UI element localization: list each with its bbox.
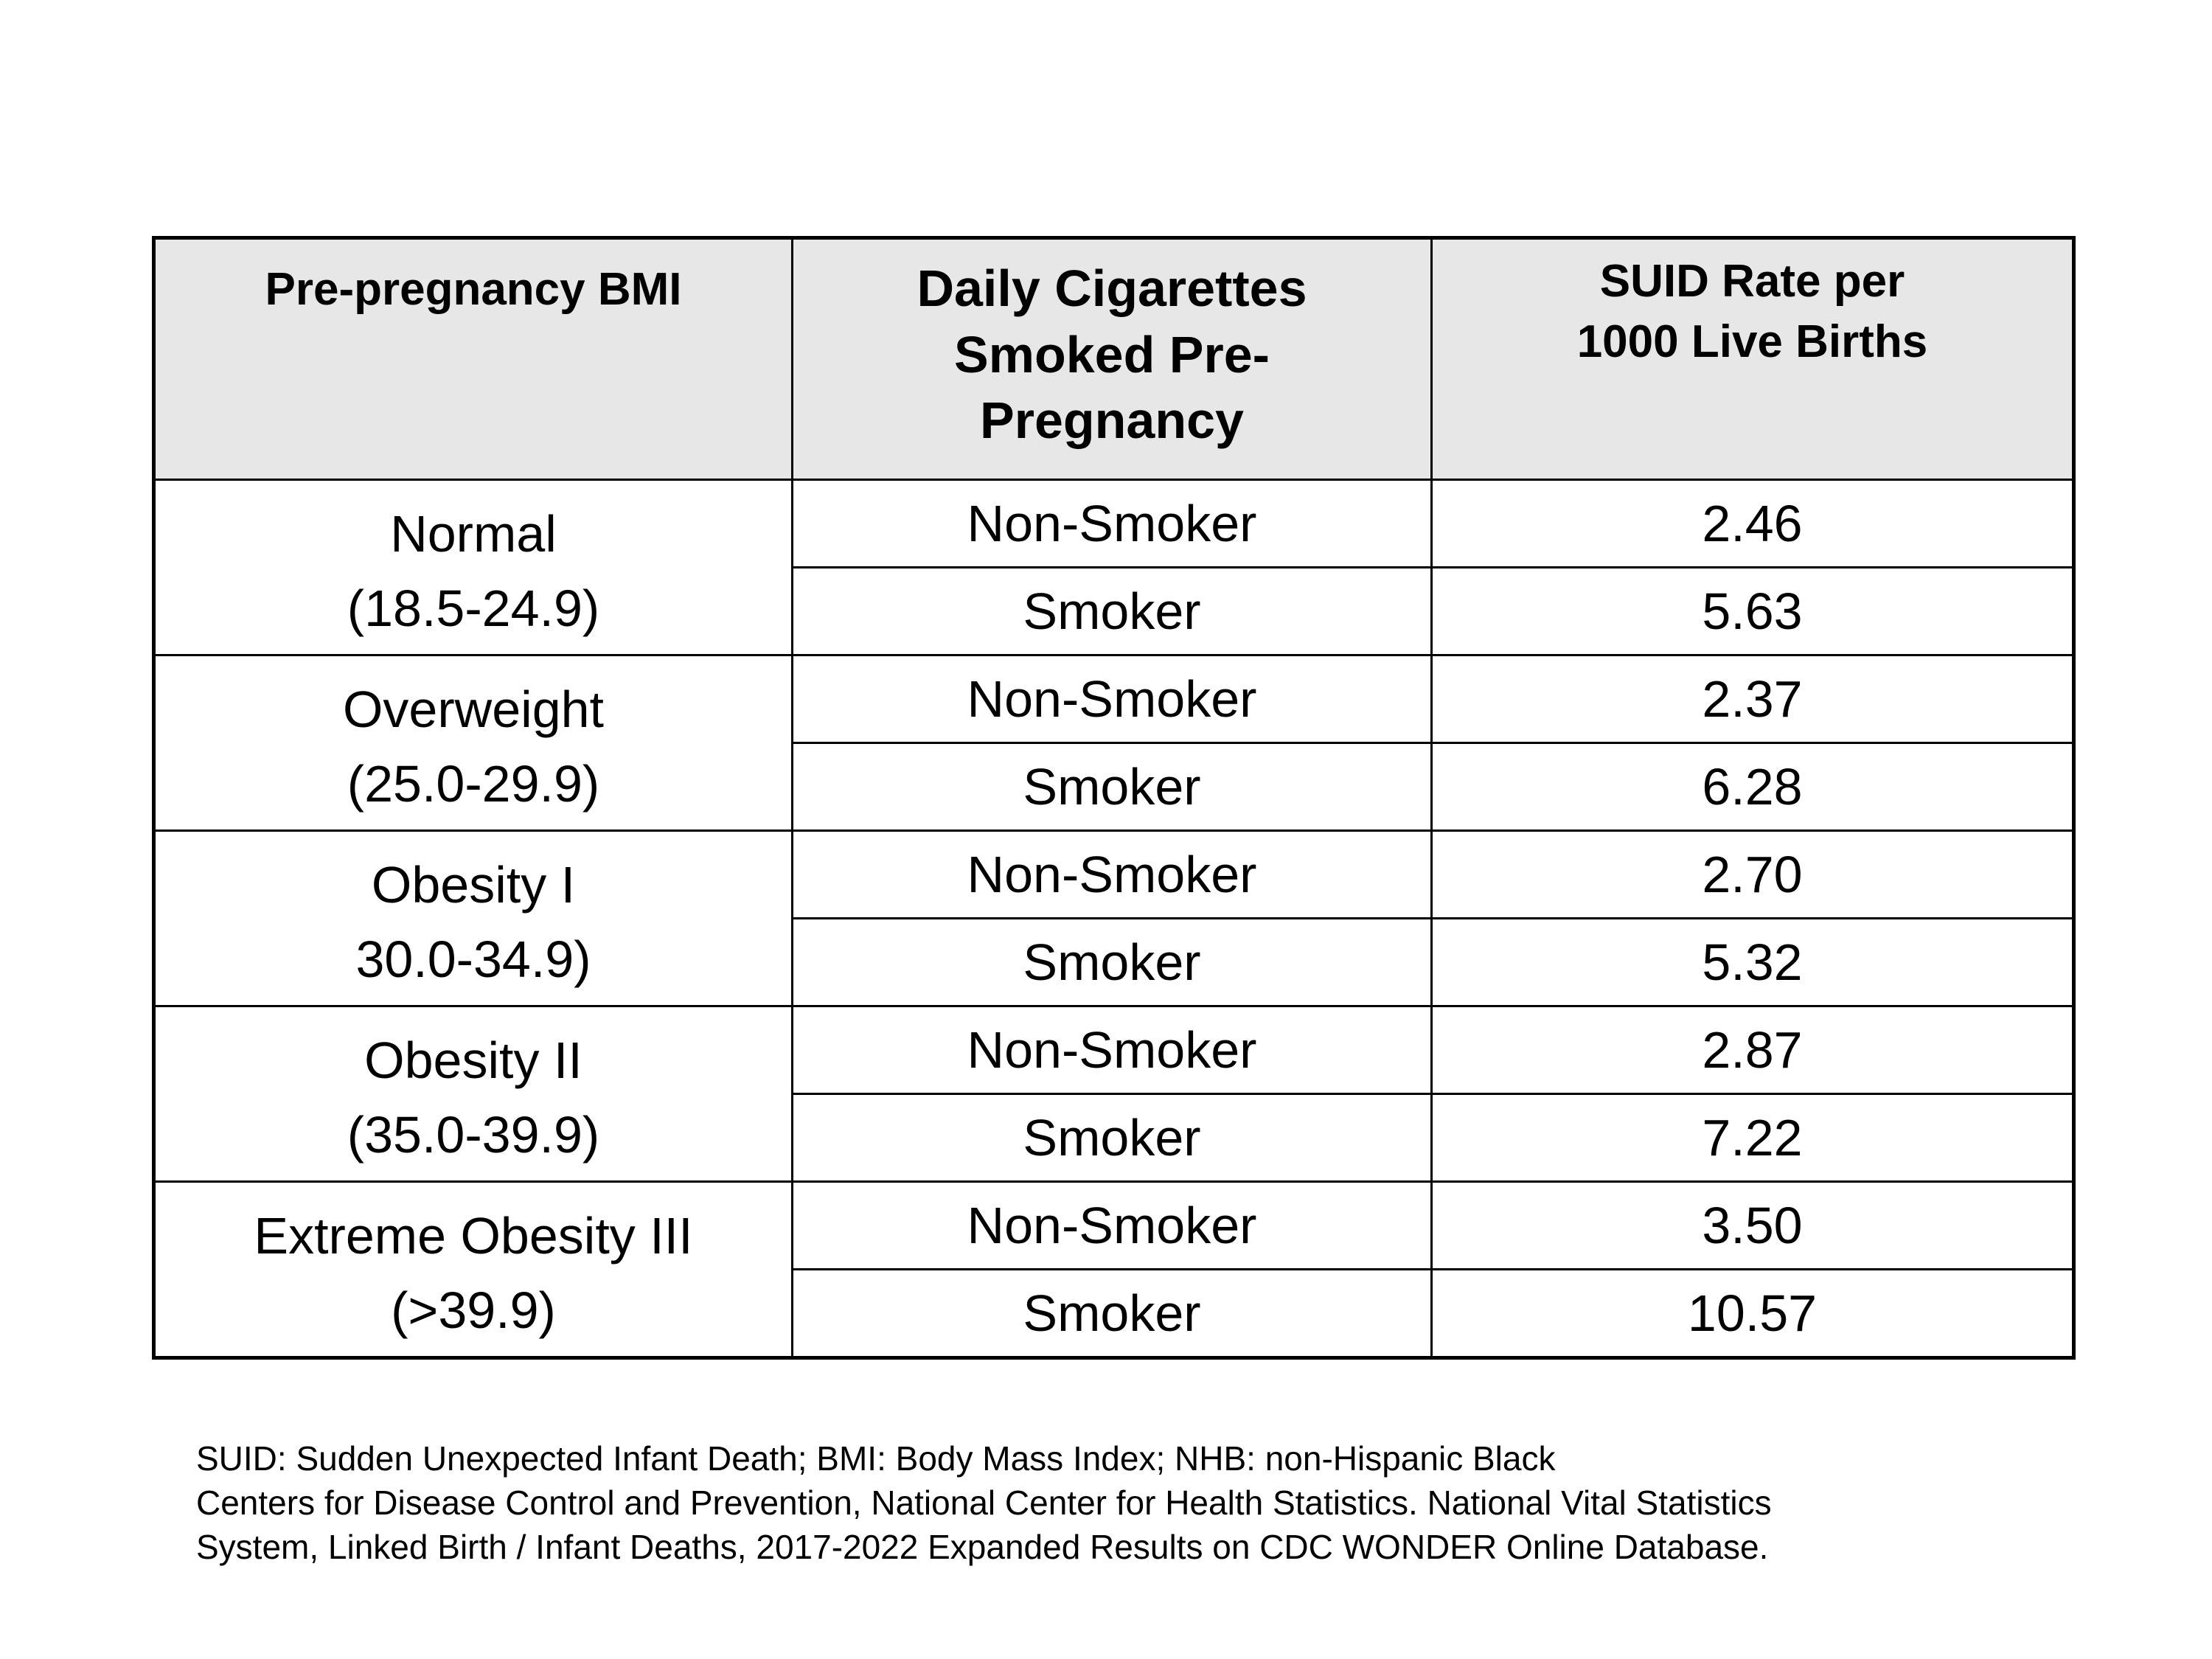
smoking-status-cell: Non-Smoker [791, 1180, 1433, 1270]
bmi-range: (18.5-24.9) [347, 579, 600, 637]
table-row: Obesity I 30.0-34.9) Non-Smoker 2.70 [153, 830, 2075, 1007]
suid-rate-cell: 2.87 [1430, 1005, 2075, 1095]
smoking-status-cell: Smoker [791, 917, 1433, 1007]
suid-rate-cell: 2.37 [1430, 654, 2075, 744]
bmi-label: Obesity II [364, 1032, 582, 1089]
table-row: Smoker 6.28 [154, 742, 2075, 832]
footnote-source-line: Centers for Disease Control and Preventi… [196, 1484, 1772, 1522]
header-cigarettes-line: Pregnancy [980, 392, 1244, 450]
header-cigarettes-line: Daily Cigarettes [917, 260, 1307, 317]
header-rate-line: SUID Rate per [1599, 256, 1905, 307]
bmi-category-cell: Normal (18.5-24.9) [153, 479, 793, 656]
suid-rate-cell: 2.70 [1430, 830, 2075, 919]
bmi-category-cell: Overweight (25.0-29.9) [153, 654, 793, 832]
smoking-status-cell: Non-Smoker [791, 830, 1433, 919]
header-cigarettes: Daily Cigarettes Smoked Pre- Pregnancy [791, 237, 1433, 481]
table-header-row: Pre-pregnancy BMI Daily Cigarettes Smoke… [153, 237, 2075, 481]
bmi-range: (>39.9) [391, 1281, 556, 1339]
smoking-status-cell: Non-Smoker [791, 479, 1433, 568]
suid-rate-cell: 10.57 [1430, 1268, 2075, 1359]
suid-rate-cell: 7.22 [1430, 1093, 2075, 1183]
table-row: Overweight (25.0-29.9) Non-Smoker 2.37 [153, 654, 2075, 832]
smoking-status-cell: Smoker [791, 1268, 1433, 1359]
bmi-label: Normal [390, 505, 557, 563]
suid-rate-cell: 2.46 [1430, 479, 2075, 568]
footnotes: SUID: Sudden Unexpected Infant Death; BM… [196, 1436, 2113, 1569]
bmi-label: Overweight [342, 681, 605, 738]
bmi-category-cell: Obesity II (35.0-39.9) [153, 1005, 793, 1183]
suid-rate-table: Pre-pregnancy BMI Daily Cigarettes Smoke… [152, 236, 2076, 1360]
bmi-range: (25.0-29.9) [347, 754, 600, 813]
table-row: Smoker 7.22 [154, 1093, 2075, 1183]
table-row: Obesity II (35.0-39.9) Non-Smoker 2.87 [153, 1005, 2075, 1183]
bmi-category-cell: Obesity I 30.0-34.9) [153, 830, 793, 1007]
header-cigarettes-line: Smoked Pre- [954, 325, 1270, 383]
footnote-source-line: System, Linked Birth / Infant Deaths, 20… [196, 1528, 1769, 1566]
header-bmi-text: Pre-pregnancy BMI [265, 264, 682, 315]
header-rate: SUID Rate per 1000 Live Births [1430, 237, 2075, 481]
suid-rate-cell: 5.63 [1430, 566, 2075, 656]
suid-rate-cell: 6.28 [1430, 742, 2075, 832]
smoking-status-cell: Smoker [791, 1093, 1433, 1183]
table-row: Normal (18.5-24.9) Non-Smoker 2.46 [153, 479, 2075, 656]
smoking-status-cell: Smoker [791, 566, 1433, 656]
footnote-abbreviations: SUID: Sudden Unexpected Infant Death; BM… [196, 1439, 1556, 1478]
smoking-status-cell: Smoker [791, 742, 1433, 832]
table-row: Extreme Obesity III (>39.9) Non-Smoker 3… [153, 1180, 2075, 1359]
bmi-range: 30.0-34.9) [355, 930, 591, 988]
smoking-status-cell: Non-Smoker [791, 1005, 1433, 1095]
table-row: Smoker 5.32 [154, 917, 2075, 1007]
suid-rate-cell: 3.50 [1430, 1180, 2075, 1270]
smoking-status-cell: Non-Smoker [791, 654, 1433, 744]
suid-rate-cell: 5.32 [1430, 917, 2075, 1007]
bmi-label: Obesity I [371, 856, 576, 914]
header-rate-line: 1000 Live Births [1576, 316, 1928, 367]
header-bmi: Pre-pregnancy BMI [153, 237, 793, 481]
bmi-category-cell: Extreme Obesity III (>39.9) [153, 1180, 793, 1359]
table-row: Smoker 5.63 [154, 566, 2075, 656]
bmi-label: Extreme Obesity III [254, 1207, 693, 1265]
table-row: Smoker 10.57 [154, 1268, 2075, 1359]
bmi-range: (35.0-39.9) [347, 1105, 600, 1164]
